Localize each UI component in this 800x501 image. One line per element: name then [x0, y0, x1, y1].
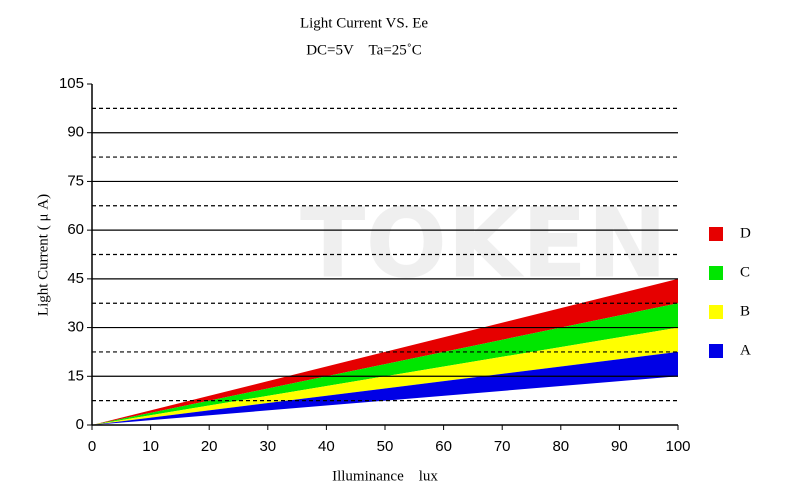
y-tick-label: 90	[67, 124, 84, 141]
y-axis-label: Light Current ( μ A)	[35, 194, 51, 316]
y-tick-label: 0	[76, 416, 84, 433]
x-tick-label: 80	[552, 438, 569, 455]
x-tick-label: 60	[435, 438, 452, 455]
legend-swatch	[709, 344, 723, 358]
y-tick-label: 15	[67, 367, 84, 384]
x-tick-label: 40	[318, 438, 335, 455]
x-tick-label: 50	[377, 438, 394, 455]
legend-swatch	[709, 266, 723, 280]
band	[92, 327, 678, 425]
x-tick-label: 10	[142, 438, 159, 455]
legend-swatch	[709, 305, 723, 319]
x-tick-label: 100	[665, 438, 690, 455]
chart-subtitle: DC=5V Ta=25˚C	[306, 42, 422, 58]
legend-label: C	[740, 264, 750, 280]
x-tick-label: 30	[259, 438, 276, 455]
x-tick-label: 0	[88, 438, 96, 455]
y-tick-label: 30	[67, 319, 84, 336]
x-tick-label: 20	[201, 438, 218, 455]
x-axis-label: Illuminance lux	[332, 468, 438, 484]
band	[92, 351, 678, 425]
legend-label: B	[740, 303, 750, 319]
y-tick-label: 105	[59, 75, 84, 92]
y-tick-label: 45	[67, 270, 84, 287]
legend-label: A	[740, 342, 751, 358]
x-tick-label: 90	[611, 438, 628, 455]
legend-swatch	[709, 227, 723, 241]
y-tick-label: 75	[67, 172, 84, 189]
x-tick-label: 70	[494, 438, 511, 455]
band	[92, 278, 678, 425]
band	[92, 303, 678, 425]
y-tick-label: 60	[67, 221, 84, 238]
watermark: TOKEN	[300, 187, 667, 299]
legend-label: D	[740, 225, 751, 241]
chart-title: Light Current VS. Ee	[300, 15, 428, 31]
